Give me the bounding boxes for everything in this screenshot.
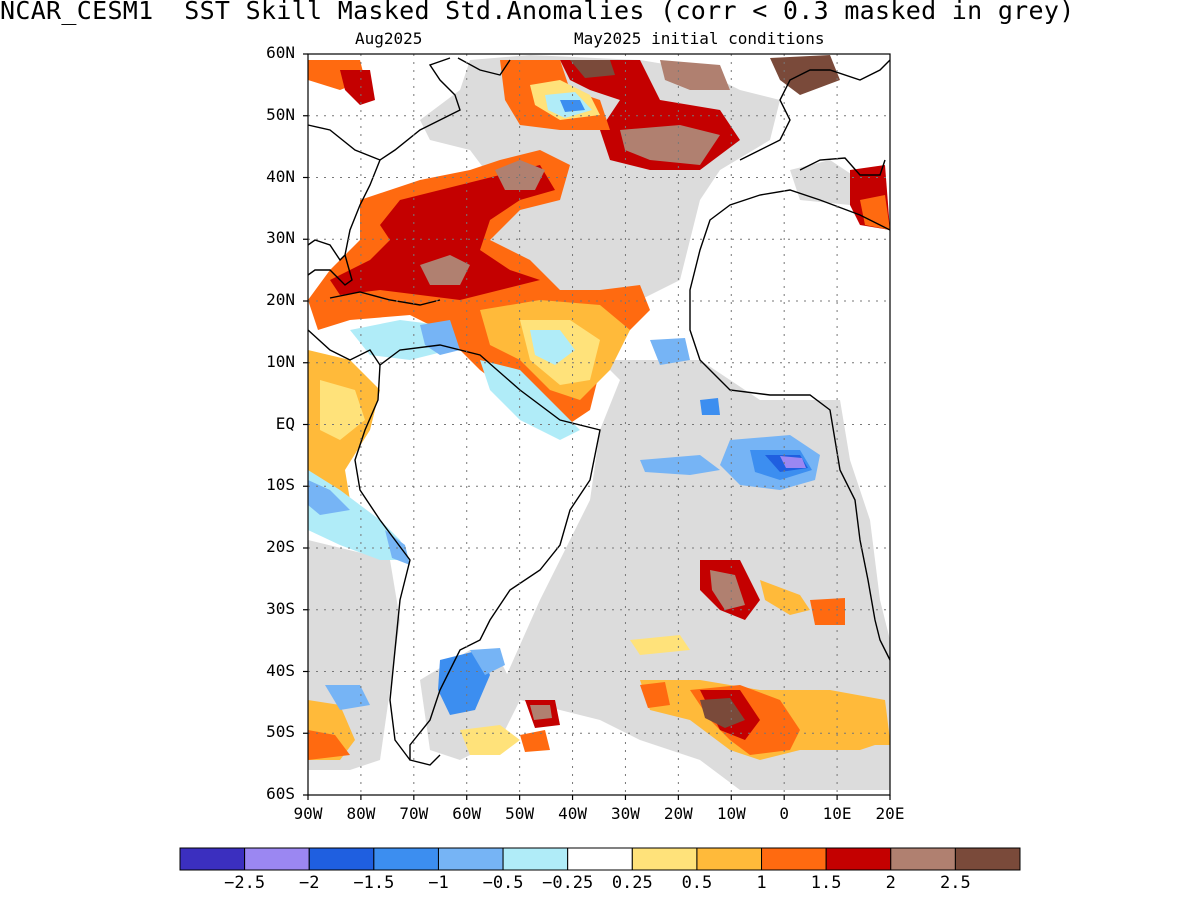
longitude-label: 20E [875,804,905,823]
colorbar-label: −1.5 [353,873,395,893]
longitude-label: 60W [452,804,482,823]
colorbar-label: −0.25 [542,873,594,893]
latitude-label: 60N [266,43,295,62]
longitude-label: 70W [399,804,429,823]
colorbar-swatch [244,847,310,871]
latitude-label: 40S [266,660,295,680]
longitude-label: 0 [779,804,789,823]
latitude-label: 30S [266,598,295,618]
colorbar-swatch [308,847,375,871]
grid-layer [308,54,890,795]
longitude-label: 40W [558,804,587,823]
longitude-label: 30W [611,804,640,823]
latitude-label: 30N [266,228,295,248]
latitude-label: 50N [266,104,295,124]
longitude-label: 90W [293,804,323,823]
latitude-label: 10N [266,351,295,371]
latitude-label: 60S [266,784,295,803]
latitude-label: 50S [266,722,295,742]
colorbar-label: 1 [756,873,767,893]
colorbar [179,847,1021,871]
longitude-label: 10E [822,804,852,823]
colorbar-label: −1 [428,873,449,893]
colorbar-swatch [761,847,827,871]
colorbar-swatch [890,847,956,871]
colorbar-label: −0.5 [482,873,524,893]
latitude-label: 20N [266,290,295,309]
colorbar-swatch [179,847,246,871]
map-title: NCAR_CESM1 SST Skill Masked Std.Anomalie… [0,0,1075,25]
initial-conditions-label: May2025 initial conditions [574,29,825,48]
colorbar-label: 2.5 [940,873,971,893]
colorbar-swatch [373,847,439,871]
colorbar-swatch [825,847,892,871]
latitude-label: 10S [266,475,295,495]
latitude-label: 40N [266,166,295,186]
colorbar-swatch [954,847,1021,871]
colorbar-label: 0.5 [681,873,713,893]
colorbar-label: 1.5 [810,873,842,893]
colorbar-swatch [567,847,633,871]
forecast-month-label: Aug2025 [355,29,423,48]
colorbar-swatch [437,847,504,871]
colorbar-label: −2 [298,873,320,893]
colorbar-swatch [631,847,698,871]
map-area [303,53,891,800]
colorbar-swatch [696,847,763,871]
axis-ticks [303,53,891,800]
colorbar-label: 2 [885,873,896,893]
longitude-label: 50W [505,804,535,823]
latitude-label: 20S [266,537,295,556]
latitude-label: EQ [275,413,295,433]
longitude-label: 20W [663,804,693,823]
colorbar-swatch [502,847,569,871]
longitude-label: 10W [716,804,746,823]
coastline-layer [307,57,891,766]
anomaly-layer [308,55,890,760]
longitude-label: 80W [346,804,376,823]
colorbar-label: −2.5 [224,873,266,893]
colorbar-label: 0.25 [611,873,653,893]
